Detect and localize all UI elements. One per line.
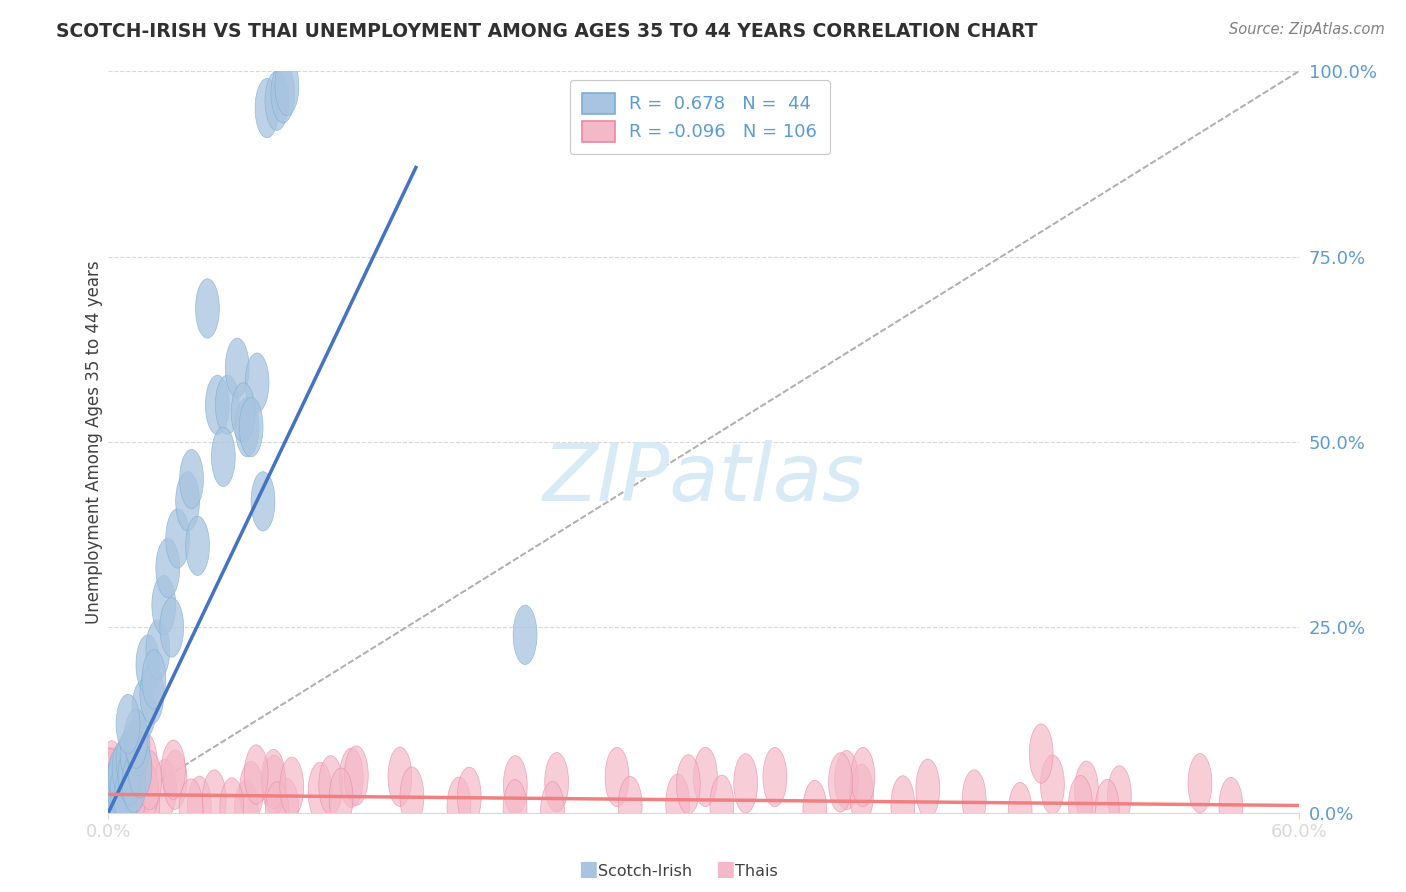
Text: ■: ■ xyxy=(716,859,735,879)
Text: Source: ZipAtlas.com: Source: ZipAtlas.com xyxy=(1229,22,1385,37)
Text: Scotch-Irish: Scotch-Irish xyxy=(598,863,692,879)
Text: SCOTCH-IRISH VS THAI UNEMPLOYMENT AMONG AGES 35 TO 44 YEARS CORRELATION CHART: SCOTCH-IRISH VS THAI UNEMPLOYMENT AMONG … xyxy=(56,22,1038,41)
Legend: R =  0.678   N =  44, R = -0.096   N = 106: R = 0.678 N = 44, R = -0.096 N = 106 xyxy=(569,80,830,154)
Text: ZIPatlas: ZIPatlas xyxy=(543,440,865,518)
Y-axis label: Unemployment Among Ages 35 to 44 years: Unemployment Among Ages 35 to 44 years xyxy=(86,260,103,624)
Text: ■: ■ xyxy=(578,859,598,879)
Text: Thais: Thais xyxy=(735,863,778,879)
